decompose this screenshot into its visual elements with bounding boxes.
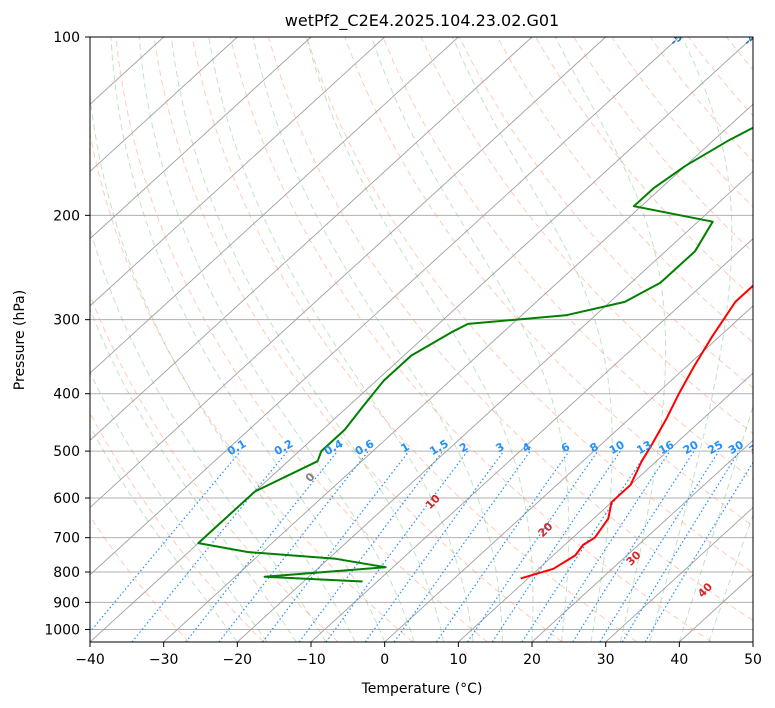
mixing-ratio-line bbox=[491, 450, 621, 642]
dry-adiabat-line bbox=[306, 37, 753, 574]
x-tick-label: −40 bbox=[75, 652, 105, 668]
moist-adiabat-line bbox=[649, 37, 733, 642]
moist-adiabat-line bbox=[110, 37, 386, 642]
x-tick-label: 20 bbox=[523, 652, 541, 668]
mixing-ratio-line bbox=[364, 450, 505, 642]
mixing-ratio-line bbox=[572, 450, 695, 642]
moist-adiabat-line bbox=[208, 37, 474, 642]
isotherm-line bbox=[90, 37, 238, 173]
y-axis-label: Pressure (hPa) bbox=[12, 290, 28, 390]
y-tick-label: 800 bbox=[53, 565, 80, 581]
mixing-ratio-line bbox=[393, 450, 531, 642]
mixing-ratio-label: 36 bbox=[747, 438, 767, 457]
isotherm-line bbox=[384, 305, 753, 642]
isotherm-line bbox=[458, 372, 753, 642]
y-tick-label: 300 bbox=[53, 313, 80, 329]
plot-frame bbox=[89, 36, 754, 643]
dry-adiabat-line bbox=[229, 37, 712, 642]
x-tick-label: 0 bbox=[380, 652, 389, 668]
x-tick-label: −20 bbox=[223, 652, 253, 668]
moist-adiabat-line bbox=[90, 227, 327, 642]
dry-adiabat-line bbox=[115, 37, 488, 642]
mixing-ratio-line bbox=[435, 450, 570, 642]
dry-adiabat-line bbox=[535, 37, 753, 298]
y-tick-label: 500 bbox=[53, 444, 80, 460]
mixing-ratio-line bbox=[621, 450, 740, 642]
y-tick-label: 600 bbox=[53, 491, 80, 507]
x-tick-label: −30 bbox=[149, 652, 179, 668]
mixing-ratio-line bbox=[298, 450, 444, 642]
dry-adiabat-line bbox=[153, 37, 563, 642]
y-tick-label: 1000 bbox=[44, 622, 80, 638]
isotherm-line bbox=[90, 37, 312, 240]
isotherm-line bbox=[90, 37, 606, 509]
isotherm-label: -40 bbox=[741, 25, 764, 48]
y-tick-label: 900 bbox=[53, 595, 80, 611]
chart-title: wetPf2_C2E4.2025.104.23.02.G01 bbox=[285, 11, 559, 31]
moist-adiabat-line bbox=[170, 37, 445, 642]
moist-adiabat-line bbox=[90, 425, 238, 642]
mixing-ratio-line bbox=[545, 450, 671, 642]
dry-adiabat-line bbox=[90, 412, 264, 642]
dry-adiabat-line bbox=[191, 37, 638, 642]
moist-adiabat-line bbox=[371, 37, 570, 642]
isotherm-line bbox=[90, 37, 680, 576]
mixing-ratio-line bbox=[90, 450, 242, 633]
dry-adiabat-line bbox=[496, 37, 753, 344]
x-tick-label: 30 bbox=[597, 652, 615, 668]
mixing-ratio-line bbox=[466, 450, 599, 642]
isotherm-line bbox=[90, 37, 459, 374]
dry-adiabat-line bbox=[90, 131, 414, 642]
isotherm-label: -50 bbox=[667, 25, 690, 48]
x-tick-label: 50 bbox=[744, 652, 762, 668]
isotherm-line bbox=[163, 103, 753, 642]
moist-adiabat-line bbox=[90, 370, 268, 642]
mixing-ratio-line bbox=[521, 450, 649, 642]
moist-adiabat-line bbox=[90, 307, 297, 642]
isotherm-line bbox=[531, 439, 753, 642]
dewpoint-series-line bbox=[197, 126, 753, 583]
moist-adiabat-line bbox=[90, 91, 356, 642]
temperature-series-line bbox=[520, 284, 753, 580]
isotherm-line bbox=[237, 170, 753, 642]
isotherm-line bbox=[605, 506, 753, 642]
moist-adiabat-line bbox=[554, 37, 667, 642]
mixing-ratio-line bbox=[262, 450, 410, 642]
mixing-ratio-line bbox=[325, 450, 468, 642]
isotherm-line bbox=[90, 37, 533, 441]
isotherm-line bbox=[90, 37, 385, 307]
moist-adiabat-line bbox=[452, 37, 613, 642]
moist-adiabat-line bbox=[252, 37, 503, 642]
isotherm-line bbox=[310, 238, 753, 642]
x-tick-label: −10 bbox=[296, 652, 326, 668]
mixing-ratio-line bbox=[185, 450, 339, 642]
y-tick-label: 200 bbox=[53, 208, 80, 224]
mixing-ratio-line bbox=[131, 450, 289, 642]
moist-adiabat-line bbox=[678, 404, 753, 642]
moist-adiabat-line bbox=[138, 37, 415, 642]
dry-adiabat-line bbox=[90, 515, 190, 642]
dry-adiabat-line bbox=[344, 37, 753, 527]
x-tick-label: 10 bbox=[449, 652, 467, 668]
y-tick-label: 700 bbox=[53, 531, 80, 547]
moist-adiabat-line bbox=[305, 37, 534, 642]
x-axis-label: Temperature (°C) bbox=[361, 681, 483, 697]
dry-adiabat-line bbox=[382, 37, 753, 481]
dry-adiabat-line bbox=[268, 37, 753, 622]
moist-adiabat-line bbox=[708, 513, 753, 642]
y-tick-label: 400 bbox=[53, 387, 80, 403]
x-tick-label: 40 bbox=[670, 652, 688, 668]
y-tick-label: 100 bbox=[53, 30, 80, 46]
